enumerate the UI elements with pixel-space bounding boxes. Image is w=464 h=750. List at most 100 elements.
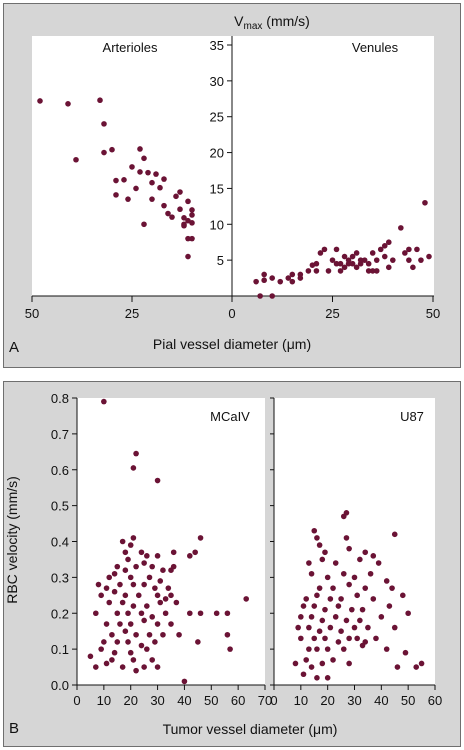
venule-point xyxy=(313,260,320,267)
u87-point xyxy=(324,574,331,581)
venule-point xyxy=(381,243,388,249)
venule-point xyxy=(333,260,340,267)
venule-point xyxy=(365,260,372,267)
venule-point xyxy=(289,278,296,285)
arteriole-point xyxy=(161,176,167,182)
venule-point xyxy=(269,293,276,299)
mcaiv-point xyxy=(146,631,153,638)
venule-point xyxy=(422,199,428,206)
arteriole-point xyxy=(189,207,195,213)
panel-b-x-tick-label: 30 xyxy=(150,693,164,708)
mcaiv-point xyxy=(127,621,134,627)
venule-point xyxy=(329,257,336,263)
mcaiv-point xyxy=(133,667,139,674)
panel-a-label: A xyxy=(9,339,19,356)
u87-point xyxy=(324,675,331,681)
arteriole-point xyxy=(97,97,103,104)
mcaiv-point xyxy=(138,642,145,649)
mcaiv-point xyxy=(141,664,147,670)
u87-point xyxy=(319,556,326,563)
venule-point xyxy=(345,257,352,263)
venule-point xyxy=(269,275,276,281)
mcaiv-point xyxy=(119,664,126,670)
mcaiv-point xyxy=(160,631,166,638)
mcaiv-point xyxy=(93,610,99,617)
venule-point xyxy=(349,260,356,267)
venule-point xyxy=(385,239,392,246)
mcaiv-point xyxy=(165,585,172,591)
u87-point xyxy=(357,617,363,624)
u87-point xyxy=(367,570,374,577)
panel-b-right-x-tick-label: 10 xyxy=(294,693,308,708)
panel-a-x-tick-label: 0 xyxy=(228,306,235,321)
panel-a-y-tick-label: 25 xyxy=(210,110,224,125)
u87-point xyxy=(338,596,344,602)
u87-point xyxy=(332,614,339,620)
arteriole-point xyxy=(113,192,119,198)
mcaiv-point xyxy=(130,465,137,471)
u87-point xyxy=(359,606,366,613)
panel-b-right-x-tick-label: 0 xyxy=(270,693,277,708)
venule-point xyxy=(261,277,267,284)
arteriole-point xyxy=(173,193,179,200)
arteriole-point xyxy=(181,222,187,229)
mcaiv-point xyxy=(152,639,158,645)
u87-point xyxy=(303,657,310,663)
u87-point xyxy=(335,639,342,645)
panel-b-right-x-tick-label: 60 xyxy=(428,693,442,708)
arteriole-point xyxy=(153,171,159,177)
u87-point xyxy=(335,603,342,609)
venule-point xyxy=(381,253,388,260)
panel-a-y-tick-label: 10 xyxy=(210,217,224,232)
panel-b-y-tick-label: 0.8 xyxy=(51,391,69,406)
mcaiv-point xyxy=(127,574,134,581)
arteriole-point xyxy=(113,177,119,184)
panel-a-y-tick-label: 20 xyxy=(210,146,224,161)
mcaiv-point xyxy=(109,631,115,638)
mcaiv-point xyxy=(181,678,188,685)
panel-b-right-x-tick-label: 50 xyxy=(401,693,415,708)
panel-b-y-tick-label: 0.0 xyxy=(51,678,69,693)
u87-point xyxy=(383,578,390,584)
venule-point xyxy=(369,250,376,256)
panel-a-title: Vmax (mm/s) xyxy=(234,13,310,32)
u87-point xyxy=(330,585,336,591)
mcaiv-point xyxy=(162,610,169,617)
mcaiv-point xyxy=(125,556,131,563)
arteriole-point xyxy=(137,146,143,152)
panel-b-x-tick-label: 20 xyxy=(123,693,137,708)
u87-point xyxy=(292,660,299,667)
venule-point xyxy=(349,253,356,260)
venule-point xyxy=(261,271,267,278)
mcaiv-point xyxy=(146,574,153,581)
mcaiv-point xyxy=(133,563,139,570)
u87-point xyxy=(306,624,312,631)
arteriole-point xyxy=(101,149,107,156)
u87-point xyxy=(338,628,344,634)
venule-point xyxy=(385,264,392,271)
mcaiv-point xyxy=(111,570,118,577)
mcaiv-point xyxy=(197,610,204,617)
mcaiv-point xyxy=(192,549,198,556)
u87-point xyxy=(332,560,339,566)
mcaiv-point xyxy=(117,581,123,588)
mcaiv-point xyxy=(144,646,150,652)
panel-b-y-tick-label: 0.6 xyxy=(51,463,69,478)
venule-point xyxy=(321,246,328,253)
u87-point xyxy=(386,603,393,609)
mcaiv-point xyxy=(227,646,233,652)
panel-a-y-tick-label: 35 xyxy=(210,38,224,53)
u87-point xyxy=(308,614,315,620)
panel-a-x-tick-label: 50 xyxy=(426,306,440,321)
u87-point xyxy=(319,617,326,624)
venule-point xyxy=(357,257,364,263)
mcaiv-point xyxy=(154,477,161,484)
panel-b-right-x-tick-label: 20 xyxy=(320,693,334,708)
u87-point xyxy=(383,646,390,652)
venule-point xyxy=(373,257,380,263)
venule-point xyxy=(285,275,292,281)
u87-point xyxy=(389,585,395,591)
arteriole-point xyxy=(157,184,163,191)
arteriole-point xyxy=(177,189,183,195)
panel-b-y-tick-label: 0.3 xyxy=(51,570,69,585)
